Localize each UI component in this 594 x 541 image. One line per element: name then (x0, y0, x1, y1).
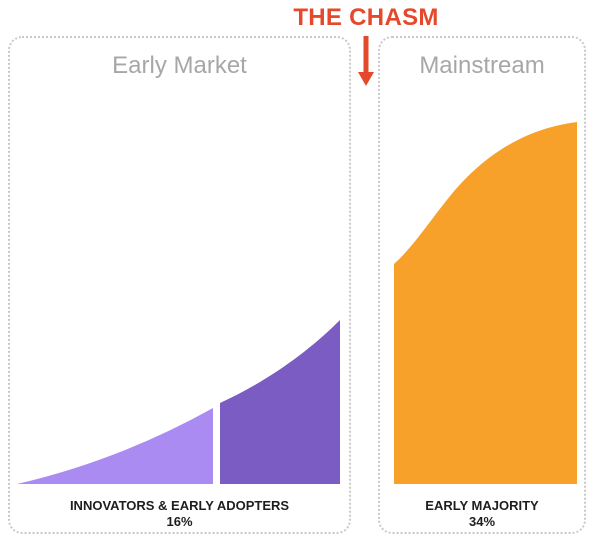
early-majority-percent: 34% (468, 514, 496, 529)
early-market-caption: INNOVATORS & EARLY ADOPTERS 16% (10, 498, 349, 530)
early-market-title: Early Market (112, 52, 247, 79)
mainstream-title: Mainstream (419, 52, 545, 79)
mainstream-caption: EARLY MAJORITY 34% (380, 498, 584, 530)
early-market-panel: Early Market INNOVATORS & EARLY ADOPTERS… (8, 36, 351, 534)
chasm-title: THE CHASM (293, 4, 439, 31)
early-adopters-area (220, 320, 340, 484)
innovators-early-adopters-label: INNOVATORS & EARLY ADOPTERS (69, 498, 290, 513)
early-majority-area (394, 122, 577, 484)
chasm-arrow-icon (358, 36, 374, 86)
innovators-early-adopters-percent: 16% (166, 514, 193, 529)
early-majority-label: EARLY MAJORITY (425, 498, 539, 513)
innovators-area (17, 408, 213, 484)
mainstream-panel: Mainstream EARLY MAJORITY 34% (378, 36, 586, 534)
